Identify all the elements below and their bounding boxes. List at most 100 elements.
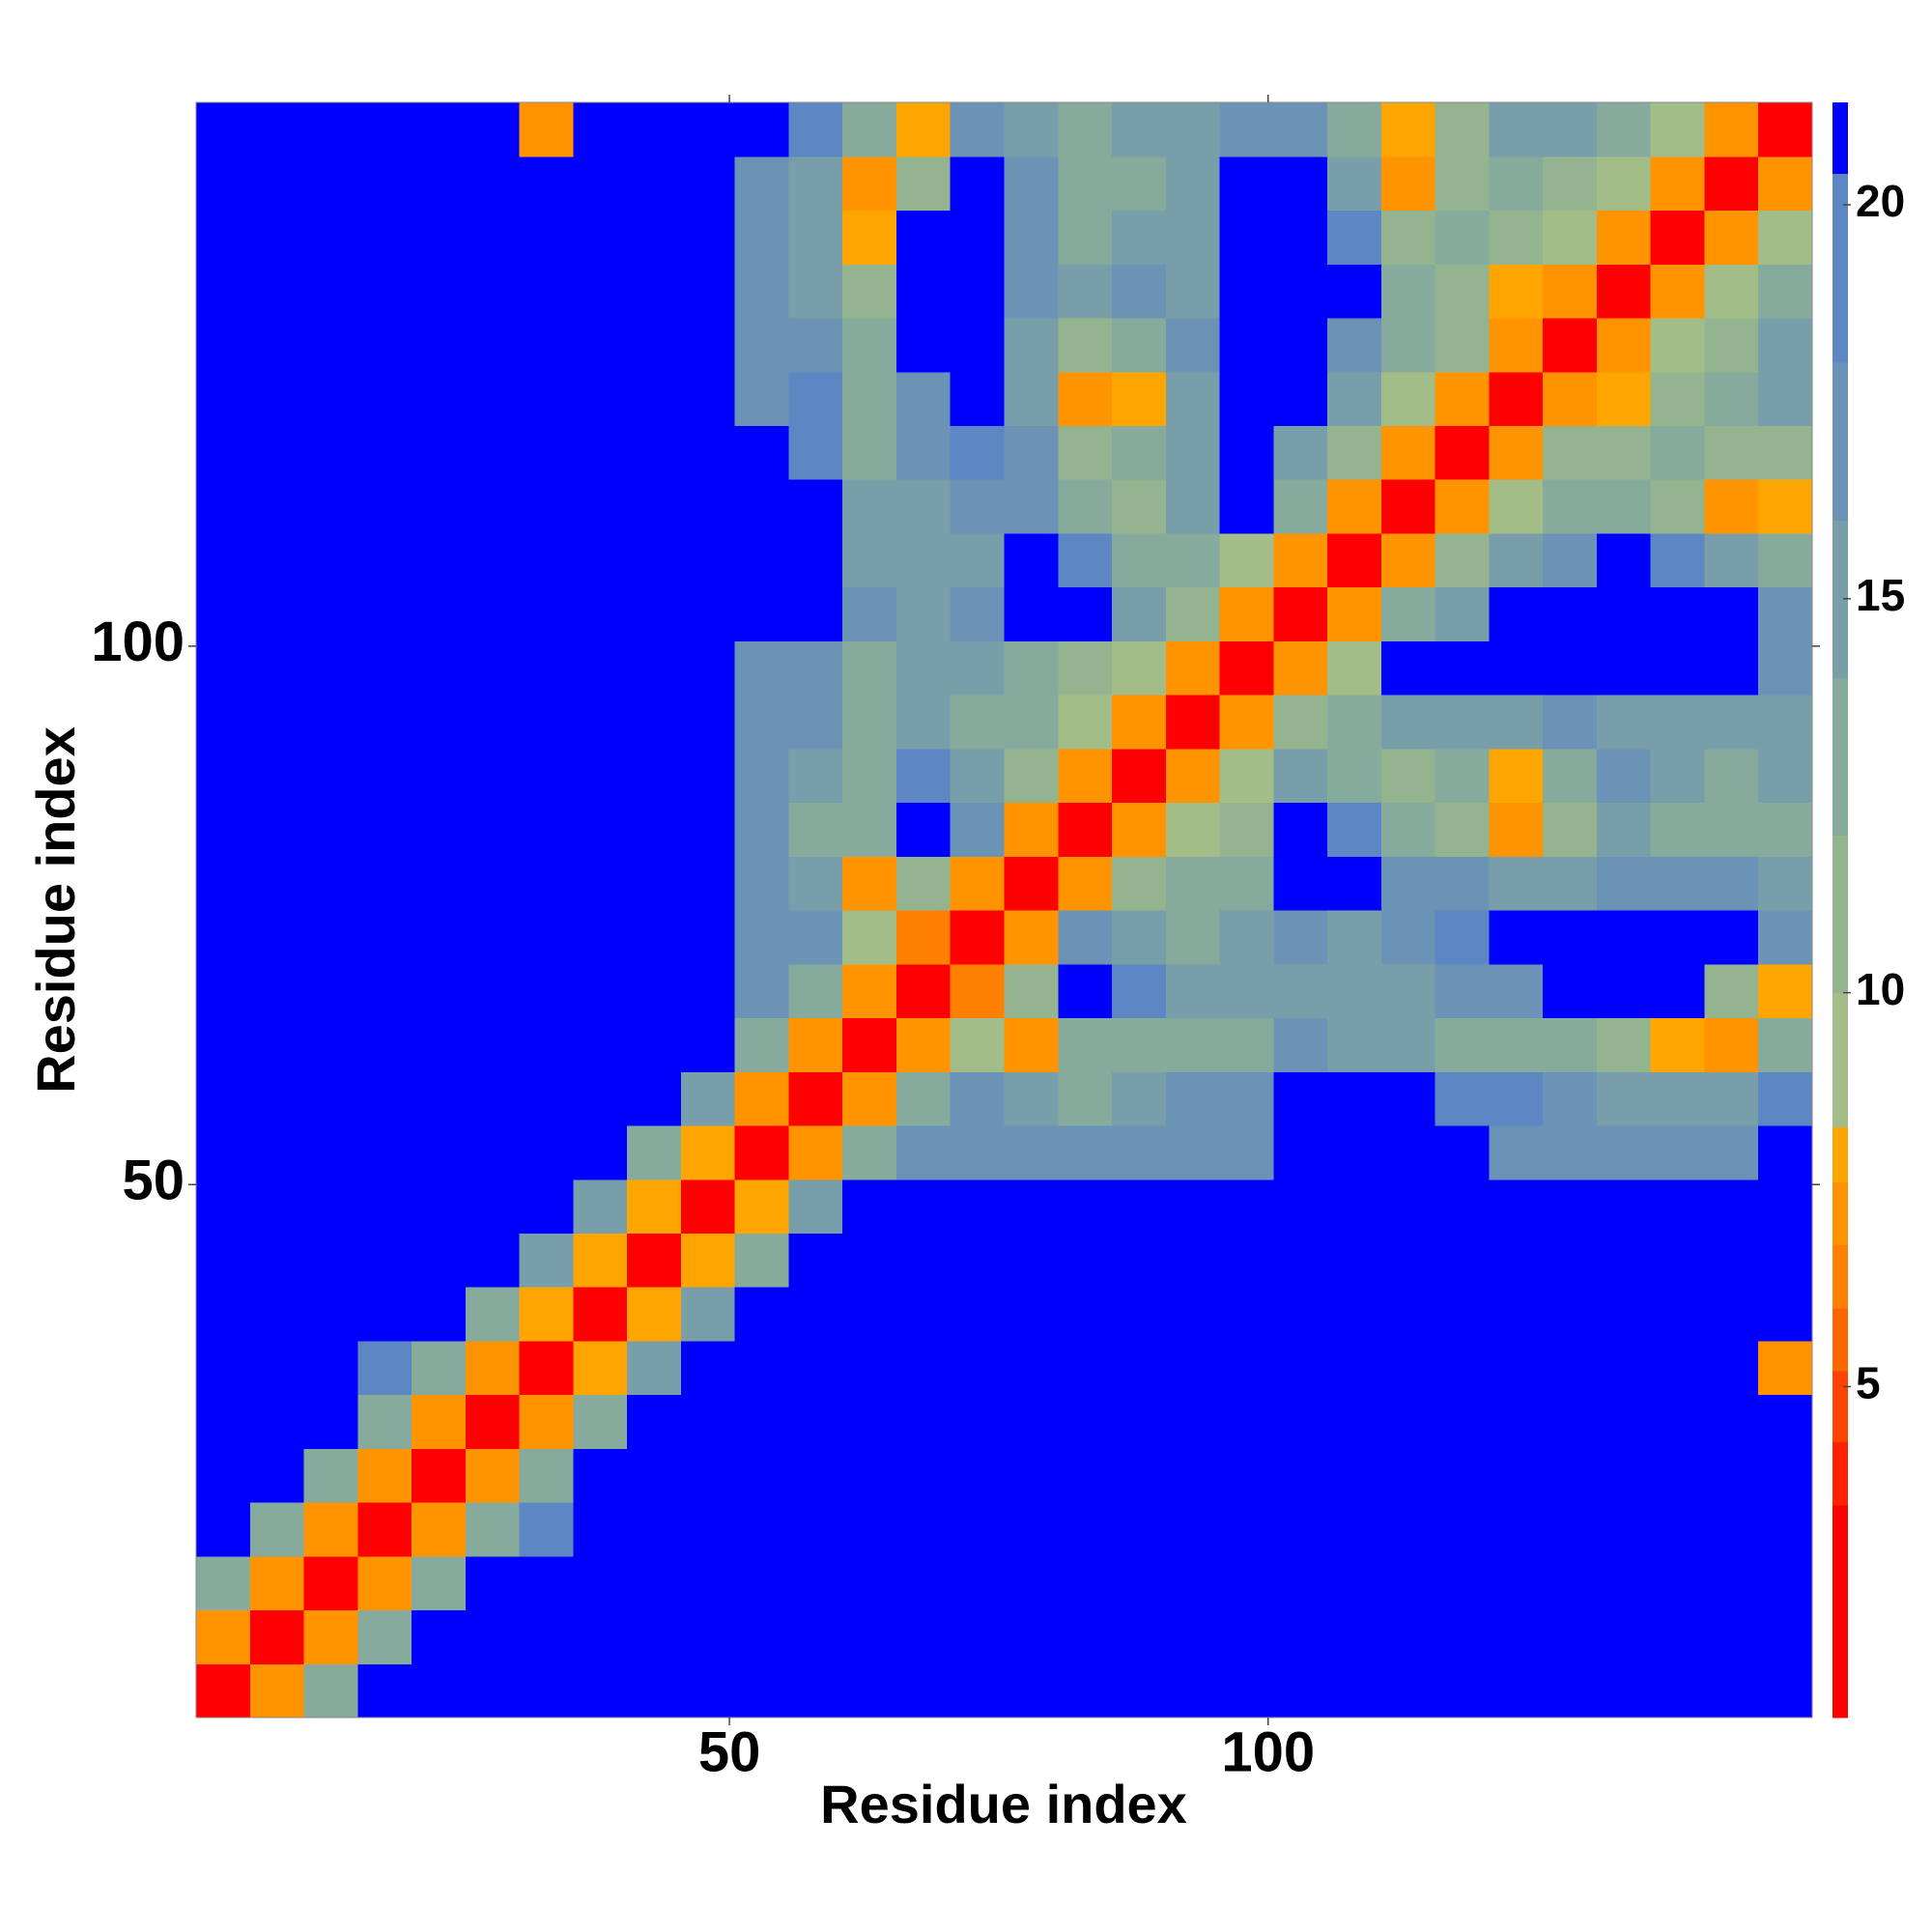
heatmap-cell <box>1273 748 1328 804</box>
heatmap-cell <box>1650 264 1706 319</box>
heatmap-cell <box>303 1340 358 1396</box>
heatmap-cell <box>573 317 628 373</box>
heatmap-cell <box>303 1179 358 1234</box>
heatmap-cell <box>519 963 574 1019</box>
heatmap-cell <box>1380 1502 1436 1557</box>
heatmap-cell <box>1165 156 1221 212</box>
heatmap-cell <box>1704 1017 1759 1072</box>
heatmap-cell <box>627 910 682 965</box>
heatmap-cell <box>1058 1287 1113 1342</box>
heatmap-cell <box>303 1609 358 1664</box>
heatmap-cell <box>627 1287 682 1342</box>
heatmap-cell <box>895 1448 952 1503</box>
heatmap-cell <box>1004 695 1059 750</box>
heatmap-cell <box>1543 910 1598 965</box>
heatmap-cell <box>1004 1502 1059 1557</box>
heatmap-cell <box>1650 210 1706 265</box>
heatmap-cell <box>788 1663 843 1719</box>
heatmap-cell <box>1004 264 1059 319</box>
x-tick-label: 50 <box>698 1720 761 1783</box>
heatmap-cell <box>573 856 628 911</box>
heatmap-cell <box>1058 1017 1113 1072</box>
heatmap-cell <box>465 910 521 965</box>
heatmap-cell <box>1435 1609 1490 1664</box>
heatmap-cell <box>573 802 628 857</box>
heatmap-cell <box>1273 1609 1328 1664</box>
heatmap-cell <box>1273 102 1328 157</box>
heatmap-cell <box>1704 1340 1759 1396</box>
heatmap-cell <box>1704 210 1759 265</box>
heatmap-cell <box>788 1017 843 1072</box>
heatmap-cell <box>573 1394 628 1449</box>
heatmap-cell <box>842 156 897 212</box>
heatmap-cell <box>573 1340 628 1396</box>
heatmap-cell <box>1112 1233 1167 1288</box>
heatmap-cell <box>303 371 358 426</box>
heatmap-cell <box>1058 1071 1113 1126</box>
heatmap-cell <box>1219 371 1274 426</box>
heatmap-cell <box>412 748 467 804</box>
heatmap-cell <box>680 748 736 804</box>
heatmap-cell <box>303 856 358 911</box>
heatmap-cell <box>1380 640 1436 696</box>
heatmap-cell <box>1004 371 1059 426</box>
heatmap-cell <box>1758 1340 1813 1396</box>
heatmap-cell <box>303 586 358 641</box>
heatmap-cell <box>1165 102 1221 157</box>
heatmap-cell <box>573 210 628 265</box>
heatmap-cell <box>1058 210 1113 265</box>
heatmap-cell <box>842 586 897 641</box>
heatmap-cell <box>1758 1287 1813 1342</box>
heatmap-cell <box>895 586 952 641</box>
heatmap-cell <box>196 802 251 857</box>
heatmap-cell <box>1650 371 1706 426</box>
heatmap-cell <box>1758 640 1813 696</box>
heatmap-cell <box>1004 210 1059 265</box>
heatmap-cell <box>1058 102 1113 157</box>
heatmap-cell <box>1004 640 1059 696</box>
heatmap-cell <box>1327 856 1382 911</box>
heatmap-cell <box>1596 102 1652 157</box>
heatmap-cell <box>1112 479 1167 534</box>
heatmap-cell <box>519 1502 574 1557</box>
heatmap-cell <box>465 1448 521 1503</box>
heatmap-cell <box>519 1179 574 1234</box>
heatmap-cell <box>680 102 736 157</box>
heatmap-cell <box>1327 156 1382 212</box>
heatmap-cell <box>573 1609 628 1664</box>
heatmap-cell <box>1327 748 1382 804</box>
heatmap-cell <box>1327 1340 1382 1396</box>
heatmap-cell <box>1489 910 1544 965</box>
heatmap-cell <box>1112 1394 1167 1449</box>
heatmap-cell <box>842 1179 897 1234</box>
heatmap-cell <box>1165 1502 1221 1557</box>
heatmap-cell <box>1596 1394 1652 1449</box>
heatmap-cell <box>412 1663 467 1719</box>
heatmap-cell <box>895 156 952 212</box>
heatmap-cell <box>1489 1124 1544 1180</box>
heatmap-cell <box>196 586 251 641</box>
heatmap-cell <box>1165 317 1221 373</box>
heatmap-cell <box>1543 532 1598 588</box>
heatmap-cell <box>1112 1340 1167 1396</box>
heatmap-cell <box>842 425 897 480</box>
heatmap-cell <box>627 1017 682 1072</box>
heatmap-cell <box>573 586 628 641</box>
heatmap-cell <box>1596 695 1652 750</box>
heatmap-cell <box>357 156 412 212</box>
heatmap-cell <box>519 1340 574 1396</box>
heatmap-cell <box>627 1233 682 1288</box>
heatmap-cell <box>1758 1663 1813 1719</box>
heatmap-cell <box>1058 695 1113 750</box>
heatmap-cell <box>1004 1609 1059 1664</box>
heatmap-cell <box>734 425 790 480</box>
heatmap-cell <box>196 1555 251 1611</box>
heatmap-cell <box>1650 640 1706 696</box>
heatmap-cell <box>950 317 1006 373</box>
heatmap-cell <box>1219 856 1274 911</box>
heatmap-cell <box>573 425 628 480</box>
heatmap-cell <box>627 695 682 750</box>
heatmap-cell <box>842 802 897 857</box>
heatmap-cell <box>1543 1340 1598 1396</box>
heatmap-cell <box>1543 371 1598 426</box>
